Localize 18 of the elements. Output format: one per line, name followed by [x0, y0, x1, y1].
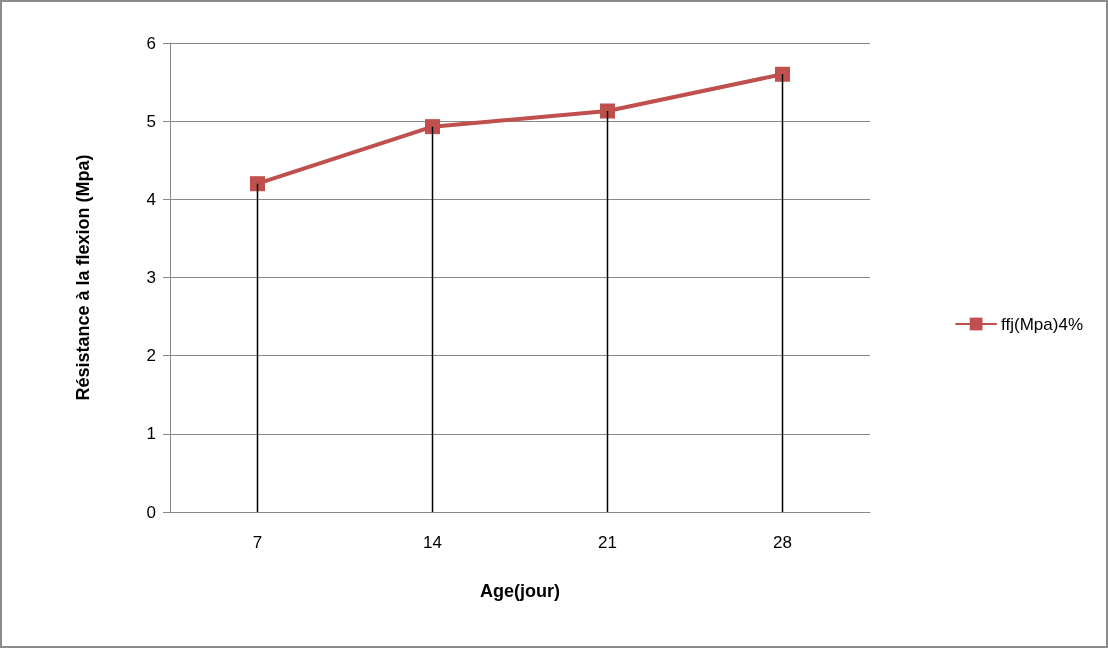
y-tick-label: 3 — [146, 268, 156, 287]
legend-label: ffj(Mpa)4% — [1001, 314, 1084, 334]
y-tick-label: 1 — [146, 424, 156, 444]
x-tick-label: 21 — [598, 533, 617, 552]
y-tick-label: 4 — [146, 189, 156, 209]
y-axis-title: Résistance à la flexion (Mpa) — [73, 154, 93, 401]
y-tick-label: 2 — [146, 346, 156, 366]
y-tick-label: 0 — [146, 502, 156, 522]
x-axis-title: Age(jour) — [480, 581, 560, 601]
point — [425, 119, 440, 135]
point — [600, 103, 615, 119]
point — [250, 176, 265, 192]
y-tick-label: 6 — [146, 33, 156, 53]
point — [775, 66, 790, 82]
x-tick-label: 28 — [773, 533, 792, 552]
x-tick-label: 7 — [252, 533, 263, 552]
y-tick-label: 5 — [146, 111, 156, 131]
x-tick-label: 14 — [423, 533, 442, 552]
